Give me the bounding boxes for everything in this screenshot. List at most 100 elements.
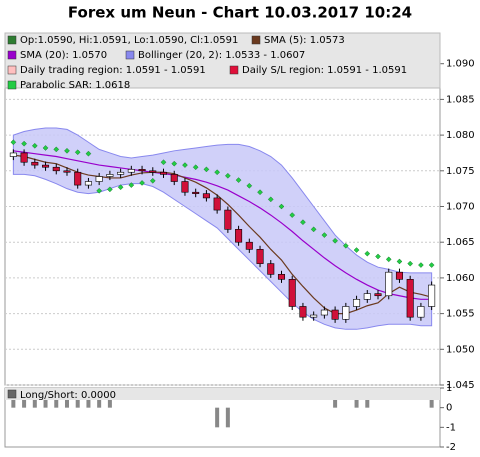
bar — [215, 407, 220, 428]
candle-body — [395, 271, 403, 280]
candle-body — [224, 209, 232, 230]
sar-dot — [321, 232, 328, 238]
candle-body — [20, 152, 28, 163]
sar-dot — [149, 177, 156, 184]
candle-body — [74, 171, 82, 186]
legend-swatch — [125, 50, 135, 60]
legend-swatch — [7, 35, 17, 45]
candle-body — [117, 171, 125, 175]
sar-dot — [42, 145, 49, 151]
candle-body — [181, 181, 189, 193]
candle-body — [149, 170, 157, 173]
sma20-line — [13, 150, 432, 300]
candle-body — [331, 309, 339, 320]
legend-label: Daily S/L region: 1.0591 - 1.0591 — [242, 65, 407, 76]
candle-body — [192, 191, 200, 194]
y-tick-label: -2 — [446, 442, 456, 453]
y-tick-label: 1.050 — [446, 344, 475, 355]
sar-dot — [428, 262, 435, 268]
candle-body — [127, 169, 135, 173]
sar-dot — [225, 172, 231, 179]
y-tick-label: 1.085 — [446, 94, 475, 105]
candle-body — [374, 293, 382, 297]
candle-body — [245, 241, 253, 250]
candle-body — [138, 169, 146, 172]
chart-title: Forex um Neun - Chart 10.03.2017 10:24 — [68, 4, 412, 22]
candle-body — [342, 306, 350, 320]
sar-dot — [96, 187, 102, 194]
y-tick-label: -1 — [446, 422, 456, 433]
sar-dot — [257, 189, 263, 196]
sar-dot — [203, 166, 210, 173]
sar-dot — [278, 203, 285, 210]
y-tick-label: 1.045 — [446, 380, 475, 391]
candle-body — [95, 176, 103, 182]
legend-swatch — [7, 65, 17, 75]
sma5-line — [13, 154, 432, 315]
legend-box — [5, 388, 440, 400]
candle-body — [9, 152, 17, 157]
candle-body — [52, 166, 60, 172]
sar-dot — [310, 226, 317, 233]
sar-dot — [385, 256, 392, 263]
legend-label: Daily trading region: 1.0591 - 1.0591 — [20, 65, 206, 76]
candle-body — [310, 314, 318, 318]
candle-body — [417, 306, 425, 318]
sar-dot — [64, 147, 70, 154]
sar-dot — [332, 237, 338, 244]
sar-dot — [107, 186, 113, 193]
sar-dot — [139, 180, 145, 186]
sar-dot — [407, 260, 414, 267]
sar-dot — [31, 142, 38, 149]
candle-body — [299, 306, 307, 318]
sar-dot — [53, 146, 60, 153]
sar-dot — [21, 140, 27, 147]
legend-swatch — [229, 65, 239, 75]
y-tick-label: 1.090 — [446, 59, 475, 70]
candle-body — [159, 171, 168, 175]
legend-label: Op:1.0590, Hi:1.0591, Lo:1.0590, Cl:1.05… — [20, 35, 238, 46]
sar-dot — [246, 182, 253, 189]
y-tick-label: 1.075 — [446, 166, 475, 177]
sar-dot — [267, 196, 274, 203]
sar-dot — [289, 212, 296, 218]
candle-body — [202, 193, 210, 199]
candle-body — [385, 271, 393, 297]
sar-dot — [300, 219, 306, 226]
sar-dot — [343, 242, 349, 249]
legend-swatch — [7, 389, 17, 399]
candle-body — [428, 284, 436, 307]
candle-body — [406, 279, 414, 318]
candle-body — [235, 229, 243, 243]
sar-dot — [353, 247, 360, 253]
legend-swatch — [251, 35, 261, 45]
y-tick-label: 1.070 — [446, 202, 475, 213]
sar-dot — [214, 169, 220, 176]
candle-body — [31, 161, 39, 166]
candle-body — [170, 174, 178, 182]
sar-dot — [418, 262, 424, 268]
sar-dot — [375, 253, 381, 260]
sar-dot — [160, 159, 167, 166]
sar-dot — [117, 184, 124, 191]
sar-dot — [85, 150, 92, 157]
candle-body — [277, 274, 286, 280]
bar — [225, 407, 230, 428]
candle-body — [213, 197, 221, 211]
legend-label: SMA (5): 1.0573 — [264, 35, 345, 46]
legend-label: Parabolic SAR: 1.0618 — [20, 80, 130, 91]
candle-body — [42, 164, 50, 168]
legend-swatch — [7, 80, 17, 90]
candle-body — [267, 263, 275, 275]
candle-body — [63, 170, 71, 173]
sar-dot — [10, 139, 17, 146]
sar-dot — [128, 182, 135, 188]
legend-label: SMA (20): 1.0570 — [20, 50, 107, 61]
sar-dot — [74, 149, 81, 156]
candle-body — [288, 279, 296, 307]
y-tick-label: 0 — [446, 403, 452, 414]
y-tick-label: 1.060 — [446, 273, 475, 284]
candle-body — [256, 249, 264, 264]
legend-swatch — [7, 50, 17, 60]
